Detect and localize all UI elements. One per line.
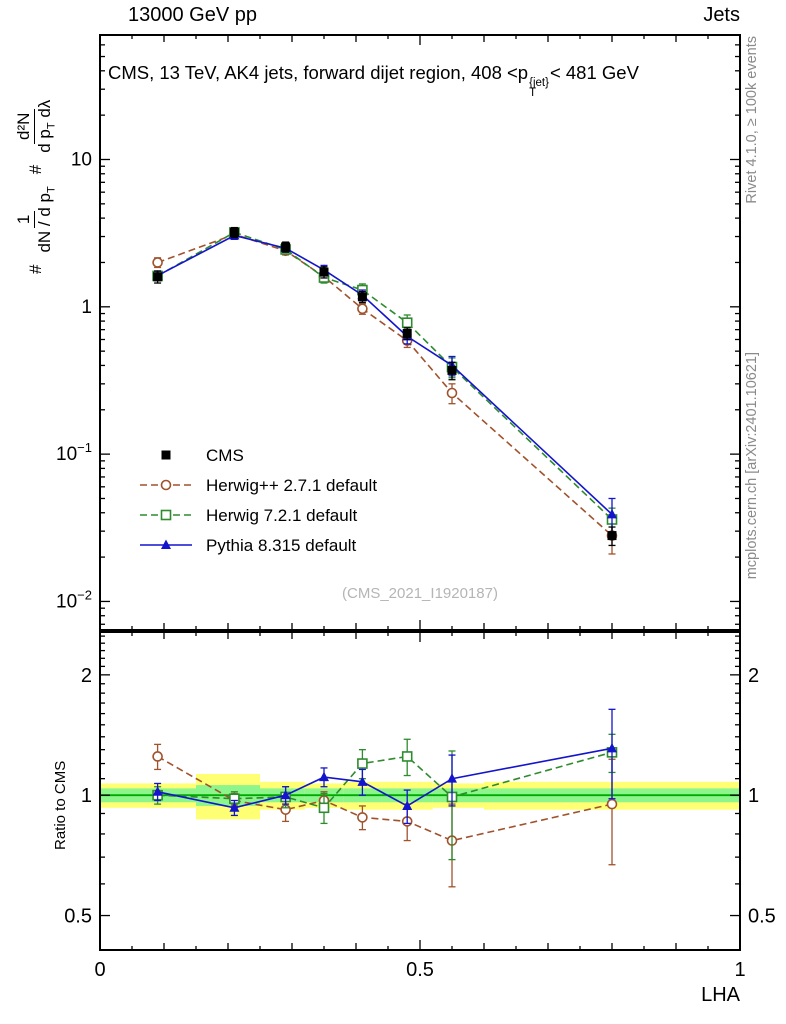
header-beam-energy: 13000 GeV pp [128,4,257,26]
ratio-tick-label-right: 2 [748,665,759,687]
hash-symbol: # [26,264,46,274]
normalization-fraction: 1 dN / d pT [14,186,59,253]
legend-label: CMS [206,446,244,465]
series-line [157,751,613,809]
data-marker [319,771,329,782]
data-marker [401,751,413,762]
ratio-tick-label-left: 0.5 [64,906,92,928]
data-marker [357,292,367,302]
data-marker [447,773,457,783]
ratio-tick-label-right: 0.5 [748,906,776,928]
y-tick-label: 10−1 [56,440,92,465]
header-process: Jets [703,4,740,26]
series-cms [153,226,617,547]
fraction-denominator: dN / d pT [35,186,58,253]
y-tick-label: 1 [81,297,92,318]
data-marker [229,227,239,237]
data-marker [152,751,163,762]
hash-symbol: # [26,164,46,175]
data-marker [447,365,457,375]
x-axis-label: LHA [701,984,740,1006]
pt-superscript: {jet} [529,77,549,89]
ratio-tick-label-left: 2 [81,665,92,687]
pt-jet-notation: {jet} T [529,77,549,99]
series-line [157,234,613,515]
rivet-version-label: Rivet 4.1.0, ≥ 100k events [744,36,760,204]
data-marker [152,257,163,268]
data-marker [357,303,368,315]
data-marker [607,742,617,753]
data-marker [319,267,329,277]
analysis-id-watermark: (CMS_2021_I1920187) [342,585,498,602]
data-marker [607,531,617,541]
legend-entry-pythia-8-315-default: Pythia 8.315 default [140,536,357,555]
legend-label: Herwig++ 2.7.1 default [206,476,377,495]
observable-fraction: d²N d pT dλ [14,100,59,153]
series-line [157,747,613,809]
data-marker [229,802,240,812]
pt-subscript: T [529,87,537,99]
plot-title-text: CMS, 13 TeV, AK4 jets, forward dijet reg… [108,62,529,83]
legend-label: Pythia 8.315 default [206,536,357,555]
plot-title-suffix: < 481 GeV [549,62,639,83]
data-marker [281,242,291,252]
data-marker [161,539,171,549]
ratio-tick-label-left: 1 [81,785,92,807]
data-marker [401,317,413,329]
data-marker [607,508,617,519]
y-tick-label: 10 [71,149,92,170]
axis-tick-labels: 10 1 10−1 10−2 0.5 0.5 1 1 2 2 0 0.5 1 [56,149,776,981]
data-marker [402,328,412,338]
fraction-numerator: 1 [14,210,36,229]
data-marker [357,776,368,786]
series-line [157,755,613,842]
plot-title: CMS, 13 TeV, AK4 jets, forward dijet reg… [108,62,753,99]
data-marker [357,812,368,823]
data-marker [161,450,171,460]
data-marker [160,479,172,491]
x-tick-label: 1 [734,959,745,981]
mcplots-attribution-label: mcplots.cern.ch [arXiv:2401.10621] [744,352,760,580]
axis-ticks [99,35,741,950]
data-marker [153,272,163,282]
legend-label: Herwig 7.2.1 default [206,506,357,525]
legend-entry-cms: CMS [161,446,244,465]
data-marker [606,798,618,810]
legend-entry-herwig-7-2-1-default: Herwig 7.2.1 default [140,506,357,525]
data-marker [402,800,413,810]
data-marker [357,758,368,769]
series-pythia-8-315-default [152,708,617,825]
data-marker [280,789,291,800]
data-marker [446,387,458,399]
data-marker [160,509,172,521]
ratio-tick-label-right: 1 [748,785,759,807]
ratio-axis-label: Ratio to CMS [52,760,69,850]
x-tick-label: 0.5 [406,959,434,981]
x-tick-label: 0 [94,959,105,981]
legend-entry-herwig-2-7-1-default: Herwig++ 2.7.1 default [140,476,377,495]
fraction-numerator: d²N [14,108,36,144]
fraction-denominator: d pT dλ [35,99,58,153]
main-panel-frame [99,34,741,631]
y-axis-label: # 1 dN / d pT # d²N d pT dλ [14,100,59,274]
y-tick-label: 10−2 [56,587,92,612]
series-line [157,231,613,521]
data-marker [318,802,330,814]
data-marker [152,786,163,796]
